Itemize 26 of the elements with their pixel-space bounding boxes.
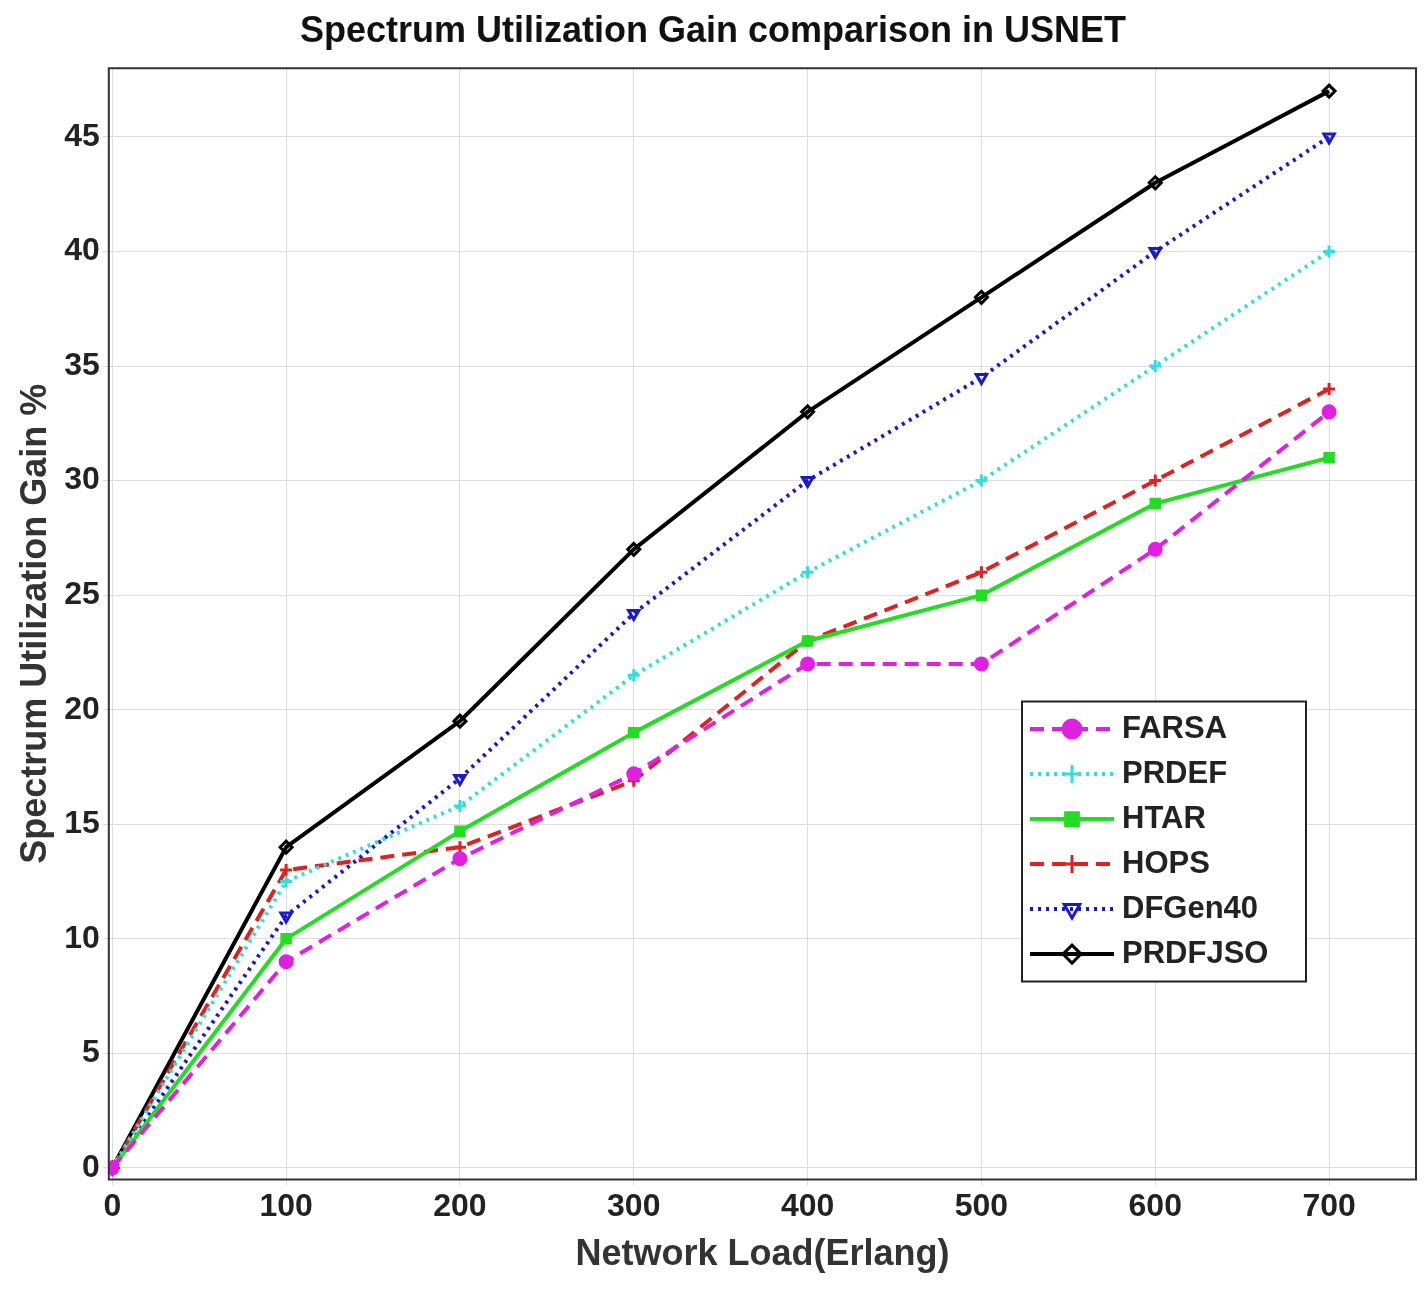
legend-label: PRDFJSO bbox=[1122, 934, 1269, 970]
y-tick-label: 5 bbox=[82, 1033, 100, 1070]
y-tick-label: 0 bbox=[82, 1147, 100, 1184]
legend-label: HTAR bbox=[1122, 799, 1206, 835]
y-tick-label: 40 bbox=[64, 231, 100, 268]
y-tick-label: 10 bbox=[64, 918, 100, 955]
x-axis-title: Network Load(Erlang) bbox=[575, 1232, 950, 1274]
y-tick-label: 30 bbox=[64, 460, 100, 497]
y-tick-label: 15 bbox=[64, 804, 100, 841]
x-tick-label: 700 bbox=[1302, 1187, 1356, 1224]
x-tick-label: 200 bbox=[433, 1187, 487, 1224]
legend-label: HOPS bbox=[1122, 844, 1210, 880]
x-tick-label: 500 bbox=[954, 1187, 1009, 1224]
legend-label: DFGen40 bbox=[1122, 889, 1259, 925]
y-tick-label: 20 bbox=[64, 689, 100, 726]
y-tick-label: 35 bbox=[64, 345, 100, 382]
y-axis-title: Spectrum Utilization Gain % bbox=[12, 383, 54, 864]
x-tick-label: 600 bbox=[1128, 1187, 1182, 1224]
x-tick-label: 300 bbox=[607, 1187, 661, 1224]
legend-label: PRDEF bbox=[1122, 754, 1228, 790]
legend-label: FARSA bbox=[1122, 709, 1228, 745]
y-tick-label: 45 bbox=[64, 116, 100, 153]
y-tick-label: 25 bbox=[64, 574, 100, 611]
chart-title: Spectrum Utilization Gain comparison in USNET bbox=[299, 8, 1127, 50]
x-tick-label: 400 bbox=[780, 1187, 835, 1224]
x-tick-label: 100 bbox=[259, 1187, 313, 1224]
